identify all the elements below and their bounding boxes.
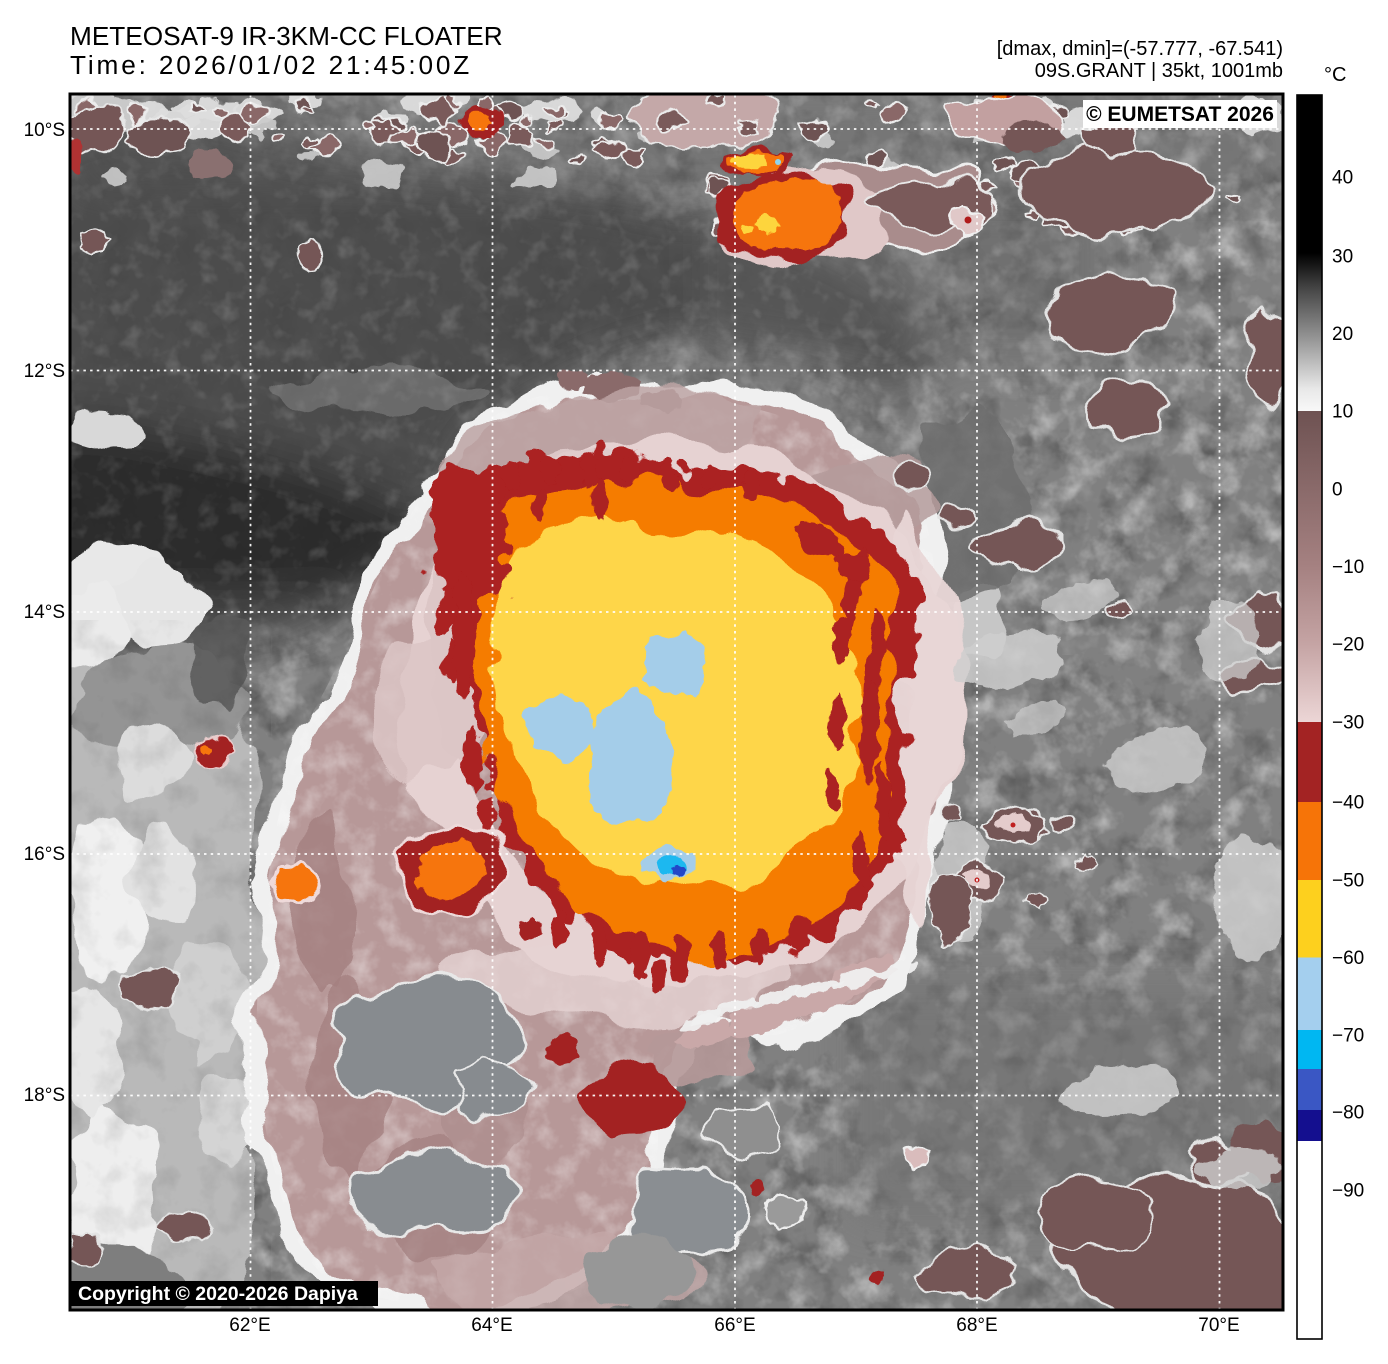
svg-text:20: 20 — [1332, 324, 1353, 345]
svg-text:Copyright © 2020-2026 Dapiya: Copyright © 2020-2026 Dapiya — [78, 1283, 358, 1305]
svg-text:66°E: 66°E — [714, 1315, 755, 1336]
svg-text:−60: −60 — [1332, 948, 1364, 969]
svg-text:METEOSAT-9 IR-3KM-CC FLOATER: METEOSAT-9 IR-3KM-CC FLOATER — [70, 21, 503, 51]
svg-text:14°S: 14°S — [24, 602, 65, 623]
svg-text:18°S: 18°S — [24, 1085, 65, 1106]
svg-text:70°E: 70°E — [1198, 1315, 1239, 1336]
svg-text:0: 0 — [1332, 480, 1343, 501]
svg-text:Time: 2026/01/02 21:45:00Z: Time: 2026/01/02 21:45:00Z — [70, 50, 472, 80]
svg-text:[dmax, dmin]=(-57.777, -67.541: [dmax, dmin]=(-57.777, -67.541) — [997, 38, 1283, 60]
svg-text:−30: −30 — [1332, 713, 1364, 734]
svg-text:−40: −40 — [1332, 793, 1364, 814]
svg-text:−10: −10 — [1332, 557, 1364, 578]
svg-text:−70: −70 — [1332, 1026, 1364, 1047]
svg-text:10°S: 10°S — [24, 120, 65, 141]
svg-text:−80: −80 — [1332, 1103, 1364, 1124]
svg-text:16°S: 16°S — [24, 844, 65, 865]
svg-text:© EUMETSAT 2026: © EUMETSAT 2026 — [1086, 103, 1274, 126]
svg-text:40: 40 — [1332, 168, 1353, 189]
svg-text:09S.GRANT | 35kt, 1001mb: 09S.GRANT | 35kt, 1001mb — [1035, 60, 1283, 82]
svg-text:68°E: 68°E — [956, 1315, 997, 1336]
svg-text:−20: −20 — [1332, 635, 1364, 656]
svg-text:30: 30 — [1332, 247, 1353, 268]
svg-text:−90: −90 — [1332, 1181, 1364, 1202]
svg-text:62°E: 62°E — [229, 1315, 270, 1336]
svg-text:12°S: 12°S — [24, 361, 65, 382]
svg-text:10: 10 — [1332, 402, 1353, 423]
svg-text:°C: °C — [1324, 64, 1346, 86]
svg-text:−50: −50 — [1332, 871, 1364, 892]
svg-text:64°E: 64°E — [471, 1315, 512, 1336]
